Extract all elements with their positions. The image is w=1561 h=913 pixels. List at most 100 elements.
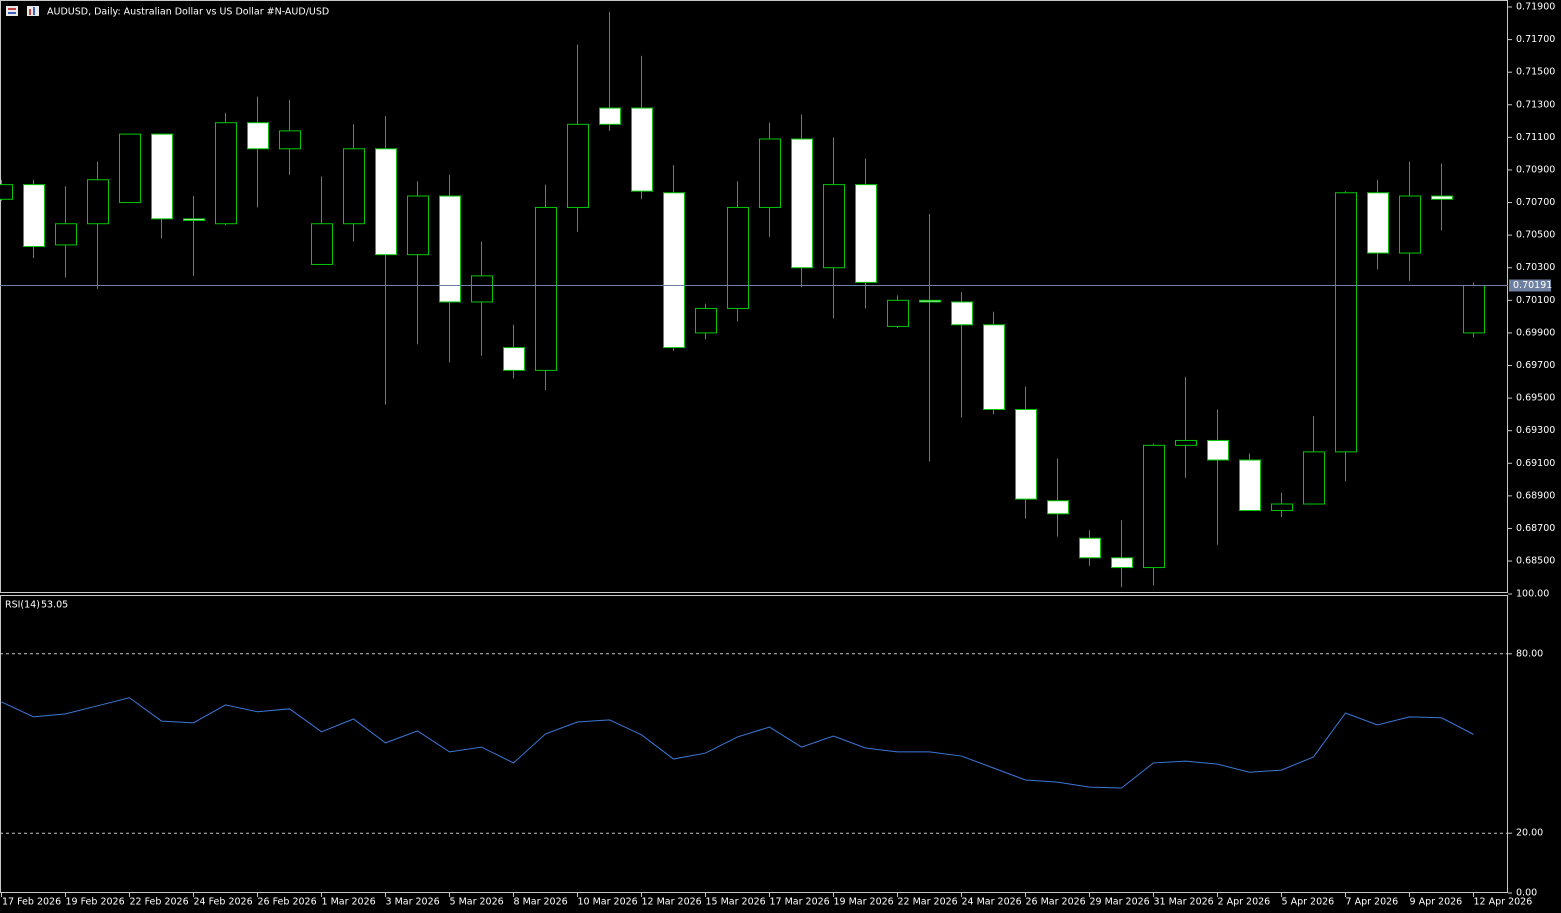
rsi-title: RSI(14) [5, 600, 40, 611]
x-tick-label: 9 Apr 2026 [1410, 897, 1463, 908]
candle-body [343, 148, 365, 225]
y-tick-label: 0.71100 [1516, 132, 1555, 143]
y-tick-label: 0.70100 [1516, 295, 1555, 306]
y-tick-label: 0.71500 [1516, 67, 1555, 78]
x-tick-label: 29 Mar 2026 [1090, 897, 1150, 908]
y-tick-label: 20.00 [1516, 828, 1543, 839]
y-tick-label: 0.70900 [1516, 164, 1555, 175]
x-tick-label: 17 Feb 2026 [2, 897, 61, 908]
candle-body [1271, 503, 1293, 512]
candle-body [983, 324, 1005, 410]
y-tick-label: 0.68700 [1516, 523, 1555, 534]
x-tick-label: 19 Feb 2026 [66, 897, 125, 908]
x-tick-label: 3 Mar 2026 [386, 897, 440, 908]
x-tick-label: 8 Mar 2026 [514, 897, 568, 908]
candle-body [1111, 557, 1133, 569]
x-tick-label: 2 Apr 2026 [1218, 897, 1271, 908]
y-tick-label: 0.71300 [1516, 99, 1555, 110]
y-tick-label: 0.69100 [1516, 458, 1555, 469]
candle-body [1175, 439, 1197, 446]
x-tick-label: 15 Mar 2026 [706, 897, 766, 908]
candle-body [1047, 500, 1069, 515]
y-tick-label: 100.00 [1516, 589, 1549, 600]
x-tick-label: 5 Mar 2026 [450, 897, 504, 908]
x-tick-label: 19 Mar 2026 [834, 897, 894, 908]
candle-body [695, 307, 717, 334]
x-tick-label: 24 Mar 2026 [962, 897, 1022, 908]
candle-body [1431, 195, 1453, 200]
candle-body [823, 184, 845, 269]
candle-body [1207, 439, 1229, 461]
candle-body [727, 206, 749, 309]
rsi-value: 53.05 [41, 600, 68, 611]
candle-body [919, 299, 941, 303]
candle-body [151, 133, 173, 220]
candle-body [567, 123, 589, 208]
candle-body [247, 122, 269, 150]
y-tick-label: 0.68900 [1516, 490, 1555, 501]
candle-body [279, 130, 301, 150]
y-tick-label: 0.69900 [1516, 327, 1555, 338]
x-tick-label: 26 Mar 2026 [1026, 897, 1086, 908]
candle-body [951, 301, 973, 326]
candle-body [535, 206, 557, 371]
icon [8, 8, 16, 10]
x-tick-label: 22 Mar 2026 [898, 897, 958, 908]
y-tick-label: 80.00 [1516, 648, 1543, 659]
candle-body [1079, 537, 1101, 559]
y-tick-label: 0.68500 [1516, 556, 1555, 567]
x-tick-label: 1 Mar 2026 [322, 897, 376, 908]
x-tick-label: 5 Apr 2026 [1282, 897, 1335, 908]
candle-body [439, 195, 461, 303]
candle-body [599, 107, 621, 125]
candle-body [471, 275, 493, 303]
icon [6, 6, 18, 16]
x-tick-label: 22 Feb 2026 [130, 897, 189, 908]
candle-body [631, 107, 653, 192]
symbol-icons [6, 6, 39, 16]
x-tick-label: 12 Apr 2026 [1474, 897, 1533, 908]
y-tick-label: 0.70500 [1516, 230, 1555, 241]
candle-body [1463, 284, 1485, 334]
candle-body [503, 347, 525, 371]
candle-body [791, 138, 813, 269]
candle-body [1015, 408, 1037, 500]
candle-body [855, 184, 877, 283]
rsi-pane [0, 595, 1508, 893]
candle-body [215, 122, 237, 225]
x-tick-label: 7 Apr 2026 [1346, 897, 1399, 908]
candle-body [87, 179, 109, 225]
candle-body [407, 195, 429, 256]
candle-body [23, 184, 45, 248]
rsi-line [1, 697, 1474, 789]
x-tick-label: 12 Mar 2026 [642, 897, 702, 908]
x-tick-label: 24 Feb 2026 [194, 897, 253, 908]
y-tick-label: 0.71700 [1516, 34, 1555, 45]
candle-body [1303, 451, 1325, 505]
candles [0, 11, 1485, 588]
y-tick-label: 0.71900 [1516, 2, 1555, 13]
y-tick-label: 0.69300 [1516, 425, 1555, 436]
candle-body [1239, 459, 1261, 512]
y-tick-label: 0.69700 [1516, 360, 1555, 371]
candle-body [55, 223, 77, 246]
candle-body [1367, 192, 1389, 254]
last-price-box [1509, 279, 1551, 292]
icon [33, 7, 35, 15]
x-tick-label: 17 Mar 2026 [770, 897, 830, 908]
x-tick-label: 31 Mar 2026 [1154, 897, 1214, 908]
candle-body [663, 192, 685, 349]
icon [29, 9, 31, 15]
x-tick-label: 10 Mar 2026 [578, 897, 638, 908]
last-price-label: 0.70191 [1513, 280, 1552, 291]
candle-body [311, 223, 333, 265]
chart-title: AUDUSD, Daily: Australian Dollar vs US D… [47, 7, 329, 18]
candle-body [759, 138, 781, 208]
y-tick-label: 0.70300 [1516, 262, 1555, 273]
y-tick-label: 0.70700 [1516, 197, 1555, 208]
icon [8, 12, 16, 14]
x-tick-label: 26 Feb 2026 [258, 897, 317, 908]
candle-body [375, 148, 397, 256]
y-tick-label: 0.00 [1516, 888, 1537, 899]
